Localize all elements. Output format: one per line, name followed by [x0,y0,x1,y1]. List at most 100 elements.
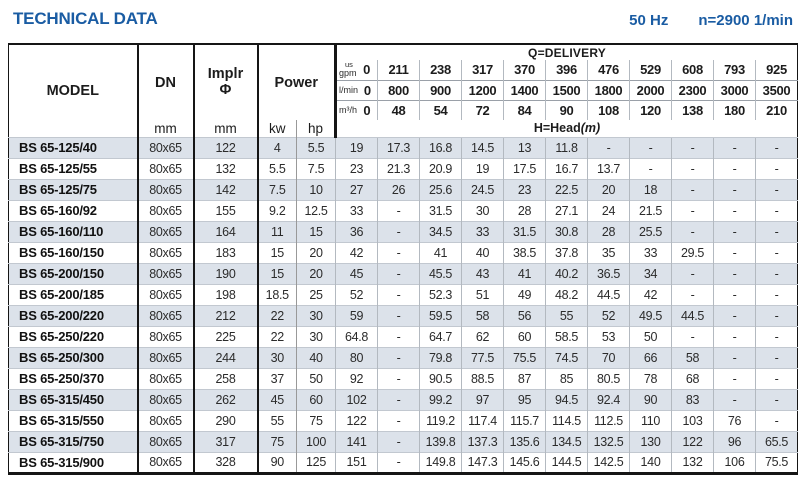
usgpm-zero: 0 [363,62,371,78]
impeller-label: Implr [207,65,244,82]
hp-cell: 5.5 [295,136,336,158]
head-value-cell: 18 [629,178,672,200]
head-value-cell: - [629,157,672,179]
head-value-cell: 21.5 [629,199,672,221]
dn-cell: 80x65 [136,220,194,242]
head-value-cell: - [713,178,756,200]
delivery-value-m3h: 138 [671,99,714,120]
delivery-value-m3h: 72 [461,99,504,120]
table-row: BS 65-125/75 80x65 142 7.5 10 27 26 25.6 24.5 23 2… [8,178,798,200]
head-value-cell: - [671,325,714,347]
head-value-cell: - [755,409,798,431]
speed-label: n=2900 1/min [698,12,793,29]
head-value-cell: 110 [629,409,672,431]
delivery-value-usgpm: 317 [461,60,504,80]
head-value-cell: 149.8 [419,451,462,473]
head-value-cell: - [629,136,672,158]
frequency-label: 50 Hz [629,12,669,29]
head-value-cell: 137.3 [461,430,504,452]
model-column-header: MODEL [46,82,99,99]
hp-cell: 40 [295,346,336,368]
kw-cell: 11 [256,220,297,242]
head-value-cell: - [713,199,756,221]
impeller-cell: 290 [192,409,258,431]
model-cell: BS 65-125/55 [8,157,138,179]
hp-cell: 20 [295,241,336,263]
head-value-cell: 83 [671,388,714,410]
head-value-cell: 24 [587,199,630,221]
head-value-cell: - [671,157,714,179]
impeller-cell: 190 [192,262,258,284]
hp-cell: 60 [295,388,336,410]
head-value-cell: 77.5 [461,346,504,368]
table-body: BS 65-125/40 80x65 122 4 5.5 19 17.3 16.8 14.5 13… [8,136,798,473]
hp-cell: 20 [295,262,336,284]
impeller-cell: 212 [192,304,258,326]
head-value-cell: - [377,304,420,326]
kw-cell: 22 [256,304,297,326]
impeller-phi-symbol: Φ [219,81,232,98]
hp-cell: 15 [295,220,336,242]
head-value-cell: 24.5 [461,178,504,200]
head-value-cell: 58 [671,346,714,368]
head-value-cell: 35 [587,241,630,263]
head-value-cell: 102 [335,388,378,410]
table-row: BS 65-250/300 80x65 244 30 40 80-79.8 77.5 75.5… [8,346,798,368]
head-value-cell: 122 [335,409,378,431]
head-value-cell: - [755,367,798,389]
head-value-cell: 20.9 [419,157,462,179]
impeller-cell: 328 [192,451,258,473]
head-value-cell: 36.5 [587,262,630,284]
head-value-cell: 42 [629,283,672,305]
delivery-value-usgpm: 608 [671,60,714,80]
model-cell: BS 65-315/750 [8,430,138,452]
head-value-cell: - [713,220,756,242]
kw-cell: 9.2 [256,199,297,221]
delivery-value-lmin: 1800 [587,79,630,100]
kw-cell: 55 [256,409,297,431]
head-value-cell: 31.5 [419,199,462,221]
head-value-cell: 44.5 [671,304,714,326]
table-header: MODEL DN Implr Φ Power Q=DELIVERY us gpm … [8,44,798,137]
dn-cell: 80x65 [136,178,194,200]
head-value-cell: 41 [419,241,462,263]
head-value-cell: 144.5 [545,451,588,473]
dn-cell: 80x65 [136,199,194,221]
head-value-cell: 13 [503,136,546,158]
lmin-zero: 0 [363,82,372,98]
head-value-cell: - [755,346,798,368]
delivery-value-lmin: 1400 [503,79,546,100]
head-value-cell: 78 [629,367,672,389]
head-value-cell: - [377,241,420,263]
head-value-cell: 65.5 [755,430,798,452]
head-value-cell: 41 [503,262,546,284]
head-value-cell: - [671,136,714,158]
head-value-cell: 88.5 [461,367,504,389]
head-value-cell: 42 [335,241,378,263]
head-value-cell: - [671,199,714,221]
table-row: BS 65-160/150 80x65 183 15 20 42-41 40 38.5 37.8… [8,241,798,263]
dn-cell: 80x65 [136,136,194,158]
head-value-cell: - [377,346,420,368]
head-value-cell: 142.5 [587,451,630,473]
table-row: BS 65-315/750 80x65 317 75 100 141-139.8 137.3… [8,430,798,452]
model-cell: BS 65-200/150 [8,262,138,284]
m3h-unit-cell: m³/h 0 [334,99,378,120]
model-cell: BS 65-315/900 [8,451,138,473]
head-value-cell: 80 [335,346,378,368]
head-value-cell: 19 [335,136,378,158]
table-row: BS 65-200/150 80x65 190 15 20 45-45.5 43 41 40.2… [8,262,798,284]
head-value-cell: 43 [461,262,504,284]
kw-cell: 4 [256,136,297,158]
impeller-cell: 164 [192,220,258,242]
delivery-value-m3h: 54 [419,99,462,120]
head-value-cell: 58 [461,304,504,326]
dn-cell: 80x65 [136,388,194,410]
delivery-value-lmin: 1200 [461,79,504,100]
head-value-cell: - [377,409,420,431]
head-value-cell: 37.8 [545,241,588,263]
dn-cell: 80x65 [136,283,194,305]
dn-unit-mm: mm [136,120,194,137]
kw-cell: 18.5 [256,283,297,305]
head-value-cell: 16.7 [545,157,588,179]
